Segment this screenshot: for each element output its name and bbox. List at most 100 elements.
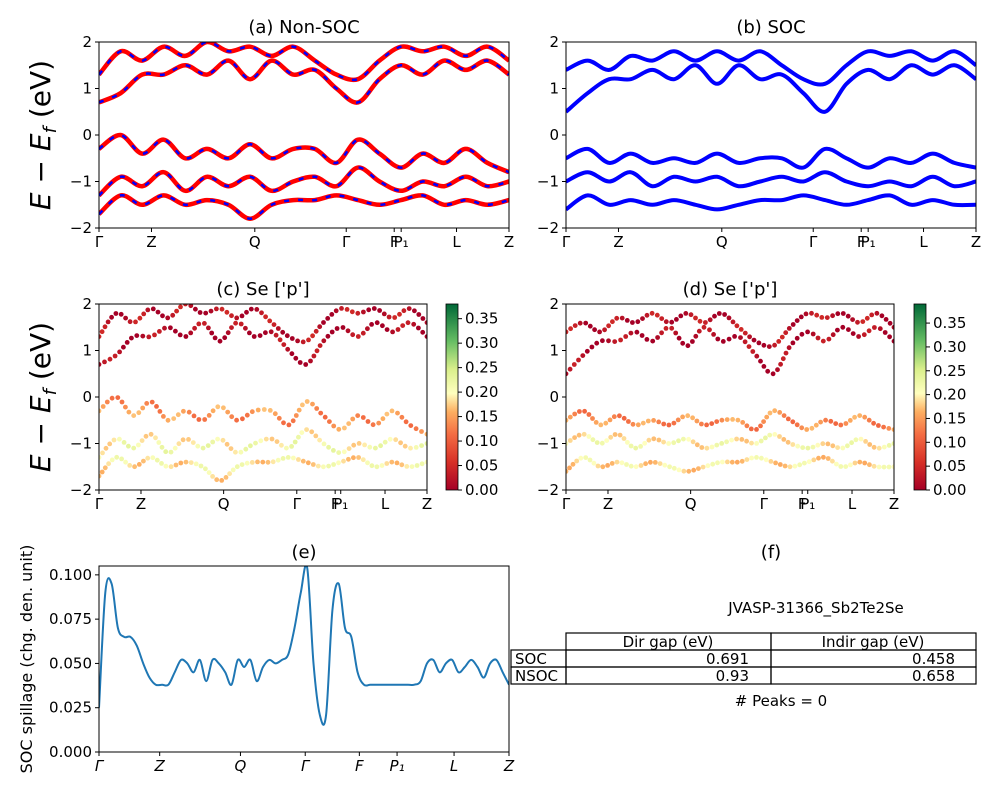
xtick-label: P₁ (394, 233, 409, 251)
projection-point (170, 312, 176, 318)
projection-point (244, 460, 250, 466)
projection-point (707, 317, 713, 323)
projection-point (628, 330, 634, 336)
projection-point (124, 340, 130, 345)
projection-point (178, 304, 183, 310)
projection-point (206, 470, 212, 475)
projection-point (881, 444, 887, 450)
projection-point (399, 462, 405, 468)
projection-point (669, 325, 675, 331)
projection-point (342, 425, 347, 431)
projection-point (112, 353, 118, 359)
projection-point (840, 311, 846, 316)
projection-point (144, 401, 150, 406)
projection-point (772, 342, 777, 348)
projection-point (830, 443, 836, 449)
projection-point (381, 311, 387, 317)
projection-point (280, 329, 286, 335)
xtick-label: Z (603, 495, 613, 513)
projection-point (224, 309, 230, 315)
projection-point (734, 436, 739, 442)
projection-point (174, 308, 180, 314)
projection-point (100, 404, 106, 409)
projection-point (856, 334, 861, 339)
xtick-label: Z (503, 757, 515, 775)
projection-point (210, 408, 216, 414)
projection-point (403, 419, 409, 425)
projection-point (420, 329, 426, 335)
projection-point (790, 340, 796, 346)
projection-point (111, 437, 117, 443)
projection-point (214, 306, 219, 312)
xtick-label: Γ (95, 495, 104, 513)
projection-point (377, 308, 382, 313)
projection-point (140, 333, 146, 339)
projection-point (566, 441, 569, 446)
projection-point (141, 311, 147, 317)
projection-point (132, 464, 138, 470)
projection-point (882, 330, 888, 335)
projection-point (693, 333, 699, 339)
xtick-label: Z (154, 757, 166, 775)
projection-point (181, 408, 186, 414)
projection-point (719, 417, 725, 423)
projection-point (830, 332, 836, 338)
projection-point (137, 315, 143, 321)
projection-point (178, 460, 184, 466)
projection-point (371, 306, 377, 311)
table-row-label-nsoc: NSOC (515, 667, 558, 685)
projection-point (800, 445, 806, 450)
projection-point (402, 443, 408, 449)
projection-point (754, 455, 759, 460)
projection-point (740, 420, 746, 425)
projection-point (268, 329, 274, 335)
projection-point (862, 460, 868, 466)
panel-c-colorbar-ticks: 0.35 0.30 0.25 0.20 0.15 0.10 0.05 0.00 (458, 310, 498, 499)
projection-point (823, 417, 828, 423)
projection-point (131, 413, 137, 418)
projection-point (656, 437, 662, 443)
projection-point (825, 441, 831, 447)
panel-c-ylabel: E − Ef (eV) (24, 322, 61, 472)
projection-point (280, 456, 286, 461)
projection-point (133, 319, 138, 325)
panel-c-xticks: Γ Z Q Γ FP₁ L Z (95, 490, 432, 513)
projection-point (618, 337, 623, 343)
projection-point (306, 337, 311, 343)
panel-e-title: (e) (291, 542, 316, 563)
projection-point (604, 438, 610, 443)
projection-point (833, 421, 839, 426)
projection-point (758, 423, 763, 429)
projection-point (804, 427, 810, 432)
projection-point (289, 444, 294, 449)
projection-point (123, 459, 128, 465)
xtick-label: L (919, 233, 928, 251)
projection-point (603, 420, 609, 426)
projection-point (625, 440, 630, 445)
spillage-line (99, 566, 509, 726)
projection-point (214, 477, 220, 483)
xtick-label: L (848, 495, 857, 513)
projection-point (163, 463, 169, 469)
projection-point (420, 316, 426, 321)
projection-point (224, 441, 230, 447)
projection-point (346, 456, 351, 462)
projection-point (795, 443, 801, 449)
projection-point (215, 404, 221, 410)
panel-d-yticks: 2 1 0 −1 −2 (537, 295, 566, 499)
projection-point (220, 437, 226, 443)
projection-point (376, 420, 382, 426)
projection-point (680, 414, 685, 420)
projection-point (891, 338, 894, 344)
projection-point (626, 419, 631, 424)
projection-point (688, 312, 694, 318)
projection-point (610, 319, 615, 325)
projection-point (777, 434, 782, 439)
panel-d-xticks: Γ Z Q Γ FP₁ L Z (562, 490, 899, 513)
projection-point (107, 441, 113, 447)
projection-point (891, 441, 894, 446)
projection-point (758, 358, 763, 364)
projection-point (597, 329, 602, 335)
projection-point (674, 317, 679, 322)
projection-point (623, 334, 629, 339)
